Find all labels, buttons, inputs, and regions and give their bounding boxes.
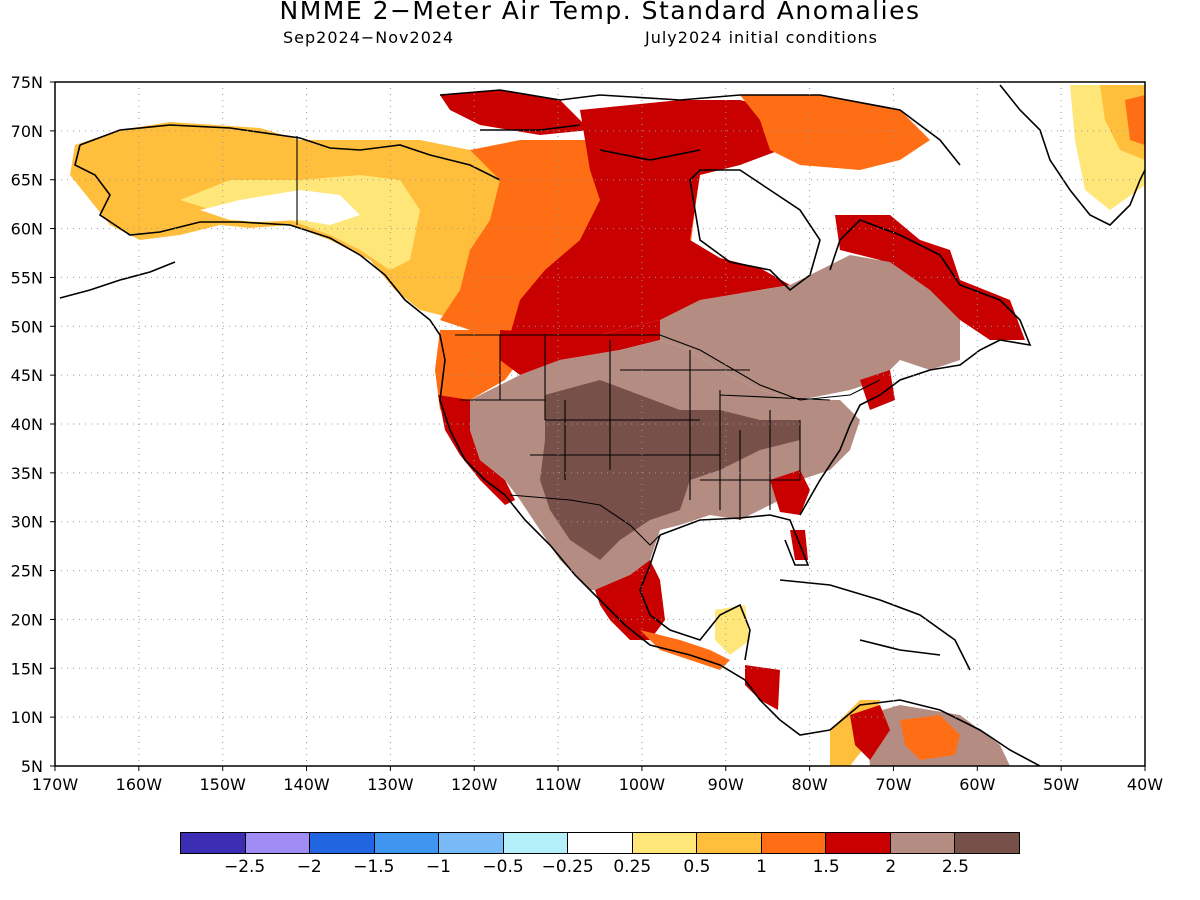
pacific-northwest-orange-region [435, 330, 520, 410]
eastern-canada-brown-region [660, 255, 960, 400]
lon-label: 170W [32, 775, 79, 794]
legend-label: −2 [296, 857, 322, 877]
canada-red-region [510, 100, 790, 335]
southeast-red-region [770, 470, 810, 515]
yukon-white-region [200, 190, 360, 225]
southwest-darkbrown-region [540, 380, 800, 560]
legend-swatch [374, 833, 440, 853]
legend-swatch [632, 833, 698, 853]
legend-swatch [245, 833, 311, 853]
lat-label: 50N [11, 317, 43, 336]
legend-swatch [697, 833, 762, 853]
lon-label: 90W [708, 775, 744, 794]
alaska-coastline [74, 124, 831, 736]
lat-label: 40N [11, 415, 43, 434]
lon-label: 120W [451, 775, 498, 794]
legend-label: −1 [425, 857, 451, 877]
yucatan-yellow-region [715, 605, 750, 655]
color-legend [180, 832, 1020, 854]
us-mexico-border [509, 494, 661, 546]
legend-swatch [503, 833, 569, 853]
lon-label: 110W [535, 775, 582, 794]
lat-label: 15N [11, 659, 43, 678]
lon-label: 40W [1127, 775, 1163, 794]
legend-label: 2.5 [941, 857, 969, 877]
legend-swatch [955, 833, 1019, 853]
south-america-coastline [829, 699, 1041, 766]
gulf-coast [639, 514, 810, 661]
coastlines [59, 84, 1145, 766]
venezuela-red-region [850, 705, 890, 760]
legend-label: 0.25 [613, 857, 652, 877]
legend-label: 1.5 [812, 857, 840, 877]
legend-label: −0.25 [541, 857, 594, 877]
legend-label: 1 [756, 857, 767, 877]
boundaries [296, 136, 881, 546]
legend-swatch [568, 833, 633, 853]
lat-label: 25N [11, 562, 43, 581]
lat-label: 5N [21, 757, 43, 776]
lon-label: 140W [283, 775, 330, 794]
greenland-coastline [999, 84, 1145, 226]
legend-swatch [181, 833, 246, 853]
us-canada-border [455, 334, 881, 401]
mexico-red-region [595, 560, 665, 640]
lat-label: 45N [11, 366, 43, 385]
grid-lines [55, 82, 1145, 766]
lat-label: 35N [11, 464, 43, 483]
lat-label: 65N [11, 171, 43, 190]
legend-label: 0.5 [683, 857, 711, 877]
legend-label: −0.5 [482, 857, 524, 877]
forecast-period: Sep2024−Nov2024 [283, 28, 455, 47]
lon-label: 150W [200, 775, 247, 794]
us-state-lines [460, 335, 831, 520]
baffin-orange-region [740, 95, 930, 170]
caribbean-coastline [779, 579, 971, 671]
lat-label: 20N [11, 610, 43, 629]
legend-label: −2.5 [223, 857, 266, 877]
legend-swatch [761, 833, 827, 853]
arctic-red-region [440, 90, 590, 135]
lat-label: 60N [11, 220, 43, 239]
lat-label: 30N [11, 513, 43, 532]
lon-label: 50W [1043, 775, 1079, 794]
hudson-bay-coastline [689, 169, 821, 292]
map-title: NMME 2−Meter Air Temp. Standard Anomalie… [279, 0, 921, 25]
lon-label: 70W [875, 775, 911, 794]
venezuela-orange-region [900, 715, 960, 760]
west-coast-red-region [438, 395, 515, 505]
aleutian-coastline [59, 261, 176, 299]
initial-conditions: July2024 initial conditions [645, 28, 878, 47]
lat-label: 75N [11, 73, 43, 92]
lon-label: 80W [792, 775, 828, 794]
legend-swatch [439, 833, 504, 853]
longitude-labels: 170W 160W 150W 140W 130W 120W 110W 100W 90W 80W 70… [32, 775, 1163, 794]
lat-label: 55N [11, 268, 43, 287]
latitude-labels: 75N 70N 65N 60N 55N 50N 45N 40N 35N 30N 25N 20N 15N 1… [11, 73, 43, 776]
anomaly-shading [70, 85, 1145, 766]
legend-swatch [890, 833, 956, 853]
lon-label: 60W [959, 775, 995, 794]
tick-marks [50, 81, 1146, 771]
labrador-red-region [835, 215, 1025, 340]
greenland-darkorange-region [1125, 95, 1145, 145]
lat-label: 10N [11, 708, 43, 727]
legend-swatch [826, 833, 891, 853]
arctic-islands-coastline [439, 89, 961, 166]
legend-label: −1.5 [353, 857, 395, 877]
lon-label: 130W [367, 775, 414, 794]
central-america-red-region [745, 665, 780, 710]
lon-label: 160W [116, 775, 163, 794]
lat-label: 70N [11, 122, 43, 141]
lon-label: 100W [619, 775, 666, 794]
legend-swatch [310, 833, 375, 853]
east-coast [799, 219, 1032, 516]
northern-plains-red-region [500, 320, 660, 375]
yukon-yellow-region [180, 175, 420, 270]
legend-label: 2 [885, 857, 897, 877]
